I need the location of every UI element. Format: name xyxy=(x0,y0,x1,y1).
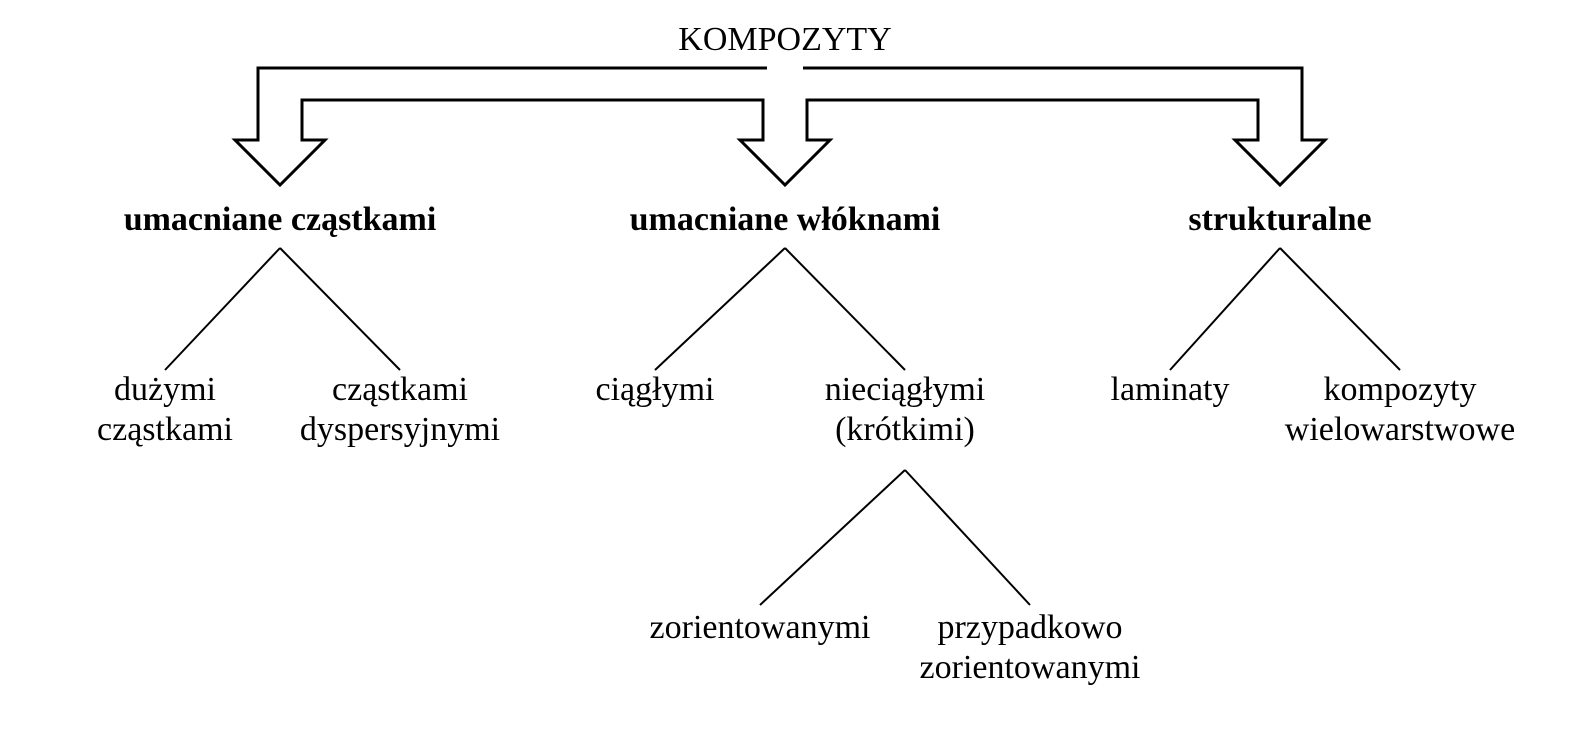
branch-fibers-fork-left xyxy=(655,248,785,370)
branch-fibers-fork-right xyxy=(785,248,905,370)
leaf-large-particles: cząstkami xyxy=(97,411,233,448)
leaf-dispersive-particles: dyspersyjnymi xyxy=(300,411,500,448)
leaf-oriented: zorientowanymi xyxy=(650,609,871,646)
leaf-random: zorientowanymi xyxy=(920,649,1141,686)
leaf-discontinuous: (krótkimi) xyxy=(835,411,975,448)
leaf-dispersive-particles: cząstkami xyxy=(332,371,468,408)
leaf-large-particles: dużymi xyxy=(114,371,216,408)
leaf-random: przypadkowo xyxy=(937,609,1122,646)
leaf-discontinuous: nieciągłymi xyxy=(825,371,986,408)
leaf-laminates: laminaty xyxy=(1111,371,1230,408)
root-title: KOMPOZYTY xyxy=(678,21,891,58)
leaf-discontinuous-fork-right xyxy=(905,470,1030,605)
leaf-continuous: ciągłymi xyxy=(596,371,715,408)
branch-structural-fork-right xyxy=(1280,248,1400,370)
branch-particles-fork-left xyxy=(165,248,280,370)
branch-particles-fork-right xyxy=(280,248,400,370)
leaf-discontinuous-fork-left xyxy=(760,470,905,605)
leaf-multilayer: wielowarstwowe xyxy=(1285,411,1515,448)
leaf-multilayer: kompozyty xyxy=(1324,371,1477,408)
branch-fibers: umacniane włóknami xyxy=(630,201,941,238)
branch-structural: strukturalne xyxy=(1188,201,1371,238)
triple-arrow-connector xyxy=(235,68,1325,185)
branch-structural-fork-left xyxy=(1170,248,1280,370)
branch-particles: umacniane cząstkami xyxy=(124,201,437,238)
